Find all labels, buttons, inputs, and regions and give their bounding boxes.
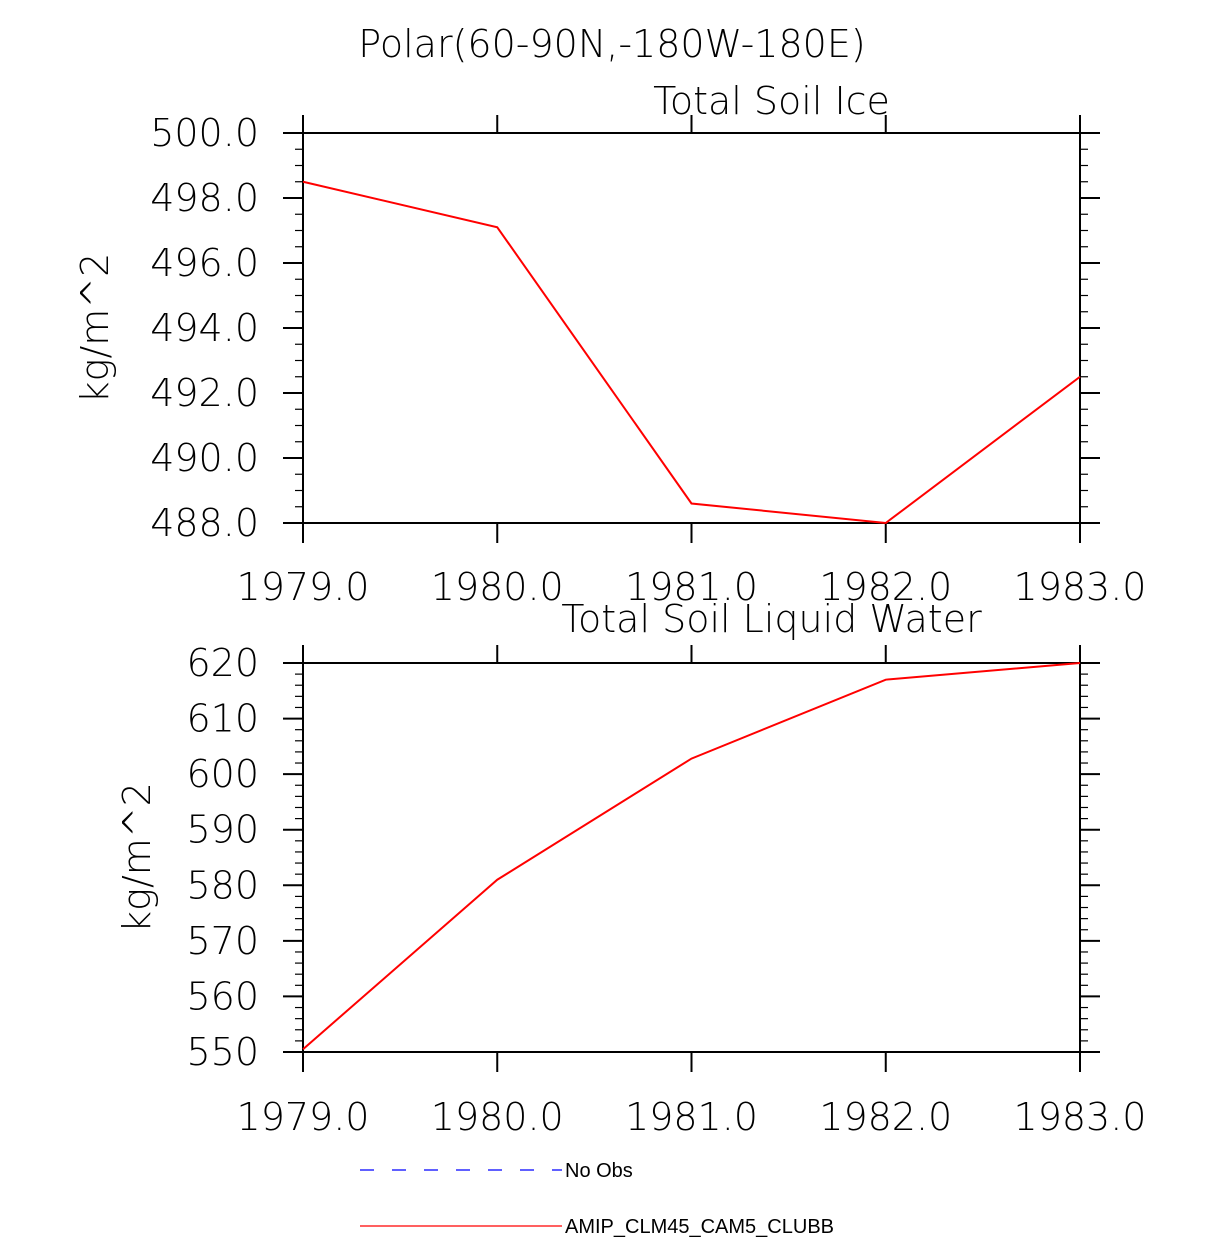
y-tick-label: 600	[186, 752, 259, 796]
y-tick-label: 488.0	[150, 501, 259, 545]
series-line-0	[302, 662, 1081, 1050]
y-tick-label: 494.0	[150, 306, 259, 350]
series-line-0	[302, 180, 1081, 525]
chart-title: Total Soil Liquid Water	[561, 597, 982, 641]
y-tick-label: 490.0	[150, 436, 259, 480]
y-tick-label: 496.0	[150, 241, 259, 285]
figure-title: Polar(60-90N,-180W-180E)	[358, 22, 865, 66]
y-tick-label: 610	[186, 697, 259, 741]
y-tick-label: 498.0	[150, 176, 259, 220]
legend: No Obs AMIP_CLM45_CAM5_CLUBB	[360, 1160, 834, 1238]
y-axis-label: kg/m^2	[115, 782, 159, 933]
y-tick-label: 580	[186, 863, 259, 907]
x-tick-label: 1980.0	[431, 565, 564, 609]
x-tick-label: 1982.0	[819, 565, 952, 609]
chart-title: Total Soil Ice	[653, 79, 890, 123]
x-tick-label: 1979.0	[237, 565, 370, 609]
y-tick-label: 492.0	[150, 371, 259, 415]
x-tick-label: 1981.0	[625, 1095, 758, 1139]
x-tick-label: 1983.0	[1014, 1095, 1147, 1139]
plot-frame	[302, 662, 1081, 1053]
legend-label: AMIP_CLM45_CAM5_CLUBB	[565, 1216, 834, 1238]
y-tick-label: 570	[186, 919, 259, 963]
y-tick-label: 620	[186, 641, 259, 685]
x-tick-label: 1982.0	[819, 1095, 952, 1139]
x-tick-label: 1980.0	[431, 1095, 564, 1139]
legend-label: No Obs	[565, 1160, 633, 1182]
y-tick-label: 590	[186, 808, 259, 852]
panel-total-soil-ice: Total Soil Ice kg/m^2 488.0 490.0 492.0 494.0…	[73, 79, 1146, 609]
y-tick-label: 560	[186, 974, 259, 1018]
y-tick-label: 550	[186, 1030, 259, 1074]
x-tick-label: 1979.0	[237, 1095, 370, 1139]
x-tick-label: 1981.0	[625, 565, 758, 609]
panel-total-soil-liquid-water: Total Soil Liquid Water kg/m^2 550 560 570 58…	[115, 597, 1146, 1139]
x-tick-label: 1983.0	[1014, 565, 1147, 609]
y-axis-label: kg/m^2	[73, 253, 117, 404]
y-tick-label: 500.0	[150, 111, 259, 155]
